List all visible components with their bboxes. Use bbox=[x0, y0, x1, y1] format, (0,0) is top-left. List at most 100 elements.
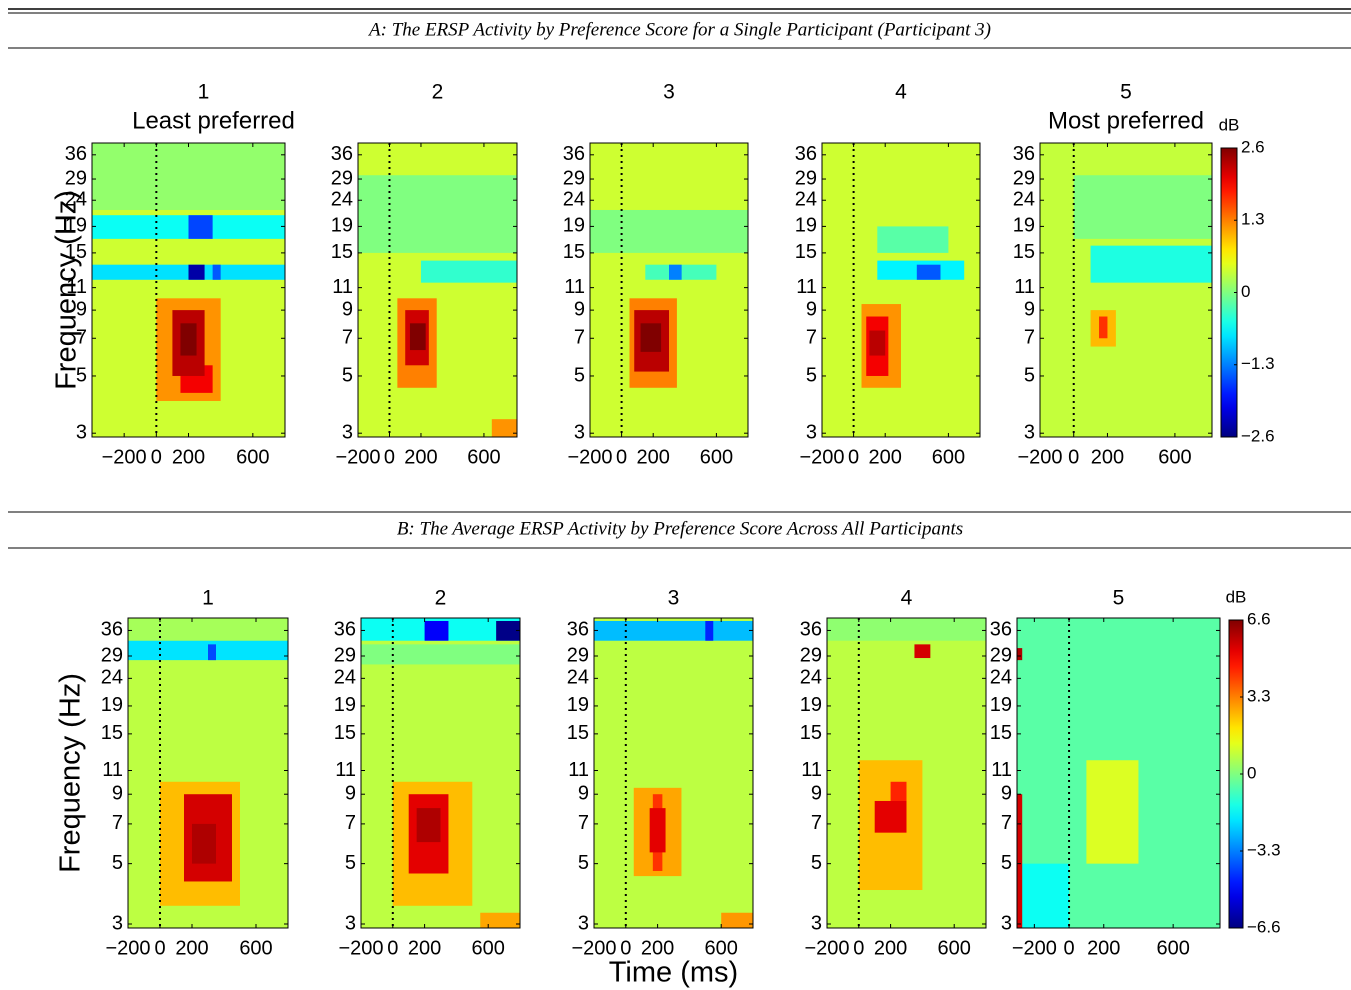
y-tick-label: 9 bbox=[811, 782, 822, 804]
colorbar-tick-label: −6.6 bbox=[1247, 917, 1281, 936]
heatmap-cell bbox=[590, 209, 748, 253]
y-tick-label: 9 bbox=[342, 298, 353, 320]
y-tick-label: 36 bbox=[795, 143, 817, 165]
plot-frame bbox=[357, 142, 518, 438]
x-tick-label: −200 bbox=[105, 937, 150, 959]
colorbar-tick-label: 1.3 bbox=[1241, 210, 1265, 229]
heatmap-cell bbox=[416, 808, 441, 843]
y-tick-label: 3 bbox=[811, 912, 822, 934]
panel-title: 2 bbox=[432, 81, 444, 104]
x-tick-label: 0 bbox=[384, 446, 395, 468]
y-tick-label: 5 bbox=[76, 364, 87, 386]
y-tick-label: 19 bbox=[800, 694, 822, 716]
y-tick-label: 36 bbox=[334, 619, 356, 641]
y-tick-label: 24 bbox=[331, 189, 353, 211]
heatmap-cell bbox=[869, 330, 886, 356]
y-tick-label: 11 bbox=[568, 759, 589, 781]
heatmap-cell bbox=[409, 323, 426, 351]
y-tick-label: 3 bbox=[578, 912, 589, 934]
y-tick-label: 36 bbox=[101, 619, 123, 641]
heatmap-cell bbox=[92, 143, 285, 210]
y-tick-label: 5 bbox=[578, 852, 589, 874]
y-tick-label: 29 bbox=[563, 167, 585, 189]
y-tick-label: 5 bbox=[806, 364, 817, 386]
y-tick-label: 3 bbox=[574, 421, 585, 443]
x-tick-label: −200 bbox=[102, 446, 147, 468]
heatmap-cell bbox=[420, 260, 517, 283]
y-tick-label: 11 bbox=[66, 276, 87, 298]
plot-frame bbox=[593, 617, 754, 929]
y-tick-label: 3 bbox=[1024, 421, 1035, 443]
y-tick-label: 7 bbox=[345, 812, 356, 834]
panel-subtitle: Most preferred bbox=[1048, 107, 1204, 134]
y-tick-label: 5 bbox=[345, 852, 356, 874]
x-tick-label: 0 bbox=[151, 446, 162, 468]
colorbar-tick-label: 6.6 bbox=[1247, 609, 1271, 628]
x-tick-label: 200 bbox=[869, 446, 902, 468]
x-tick-label: −200 bbox=[1012, 937, 1057, 959]
x-tick-label: −200 bbox=[567, 446, 612, 468]
plot-frame bbox=[1039, 142, 1213, 438]
y-tick-label: 15 bbox=[1013, 241, 1035, 263]
heatmap-cell bbox=[916, 264, 941, 280]
y-tick-label: 5 bbox=[112, 852, 123, 874]
y-tick-label: 3 bbox=[112, 912, 123, 934]
y-axis-label: Frequency (Hz) bbox=[55, 673, 87, 873]
y-tick-label: 3 bbox=[76, 421, 87, 443]
y-tick-label: 29 bbox=[795, 167, 817, 189]
plot-frame bbox=[127, 617, 289, 929]
heatmap-cell bbox=[192, 823, 216, 864]
y-tick-label: 19 bbox=[1013, 215, 1035, 237]
y-tick-label: 24 bbox=[101, 667, 123, 689]
x-tick-label: 600 bbox=[236, 446, 269, 468]
y-tick-label: 7 bbox=[806, 327, 817, 349]
y-tick-label: 7 bbox=[811, 812, 822, 834]
x-axis-label: Time (ms) bbox=[609, 957, 738, 989]
heatmap-cell bbox=[1099, 316, 1108, 339]
y-axis-label: Frequency (Hz) bbox=[51, 190, 83, 390]
y-tick-label: 7 bbox=[1001, 812, 1012, 834]
x-tick-label: 200 bbox=[172, 446, 205, 468]
x-tick-label: 600 bbox=[705, 937, 738, 959]
y-tick-label: 9 bbox=[345, 782, 356, 804]
y-tick-label: 3 bbox=[345, 912, 356, 934]
y-tick-label: 9 bbox=[574, 298, 585, 320]
heatmap-cell bbox=[491, 419, 517, 437]
y-tick-label: 7 bbox=[1024, 327, 1035, 349]
y-tick-label: 11 bbox=[1014, 276, 1035, 298]
y-tick-label: 5 bbox=[1001, 852, 1012, 874]
y-tick-label: 19 bbox=[334, 694, 356, 716]
y-tick-label: 7 bbox=[112, 812, 123, 834]
heatmap-cell bbox=[180, 323, 197, 356]
y-tick-label: 11 bbox=[102, 759, 123, 781]
panel-title: 4 bbox=[895, 81, 907, 104]
x-tick-label: −200 bbox=[571, 937, 616, 959]
heatmap-cell bbox=[640, 323, 662, 352]
x-tick-label: 600 bbox=[700, 446, 733, 468]
x-tick-label: 200 bbox=[637, 446, 670, 468]
y-tick-label: 7 bbox=[342, 327, 353, 349]
panel-title: 2 bbox=[435, 587, 447, 610]
y-tick-label: 36 bbox=[990, 619, 1012, 641]
x-tick-label: −200 bbox=[338, 937, 383, 959]
section-title: A: The ERSP Activity by Preference Score… bbox=[367, 19, 991, 40]
section-title: B: The Average ERSP Activity by Preferen… bbox=[397, 518, 963, 539]
y-tick-label: 5 bbox=[1024, 364, 1035, 386]
x-tick-label: 200 bbox=[641, 937, 674, 959]
panel-title: 5 bbox=[1113, 587, 1125, 610]
y-tick-label: 11 bbox=[332, 276, 353, 298]
y-tick-label: 11 bbox=[335, 759, 356, 781]
y-tick-label: 19 bbox=[101, 694, 123, 716]
x-tick-label: 0 bbox=[387, 937, 398, 959]
y-tick-label: 15 bbox=[65, 241, 87, 263]
y-tick-label: 7 bbox=[578, 812, 589, 834]
y-tick-label: 24 bbox=[1013, 189, 1035, 211]
y-tick-label: 11 bbox=[991, 759, 1012, 781]
heatmap-cell bbox=[827, 618, 986, 641]
y-tick-label: 36 bbox=[800, 619, 822, 641]
y-tick-label: 15 bbox=[101, 722, 123, 744]
y-tick-label: 19 bbox=[795, 215, 817, 237]
y-tick-label: 15 bbox=[800, 722, 822, 744]
y-tick-label: 36 bbox=[563, 143, 585, 165]
x-tick-label: 600 bbox=[239, 937, 272, 959]
